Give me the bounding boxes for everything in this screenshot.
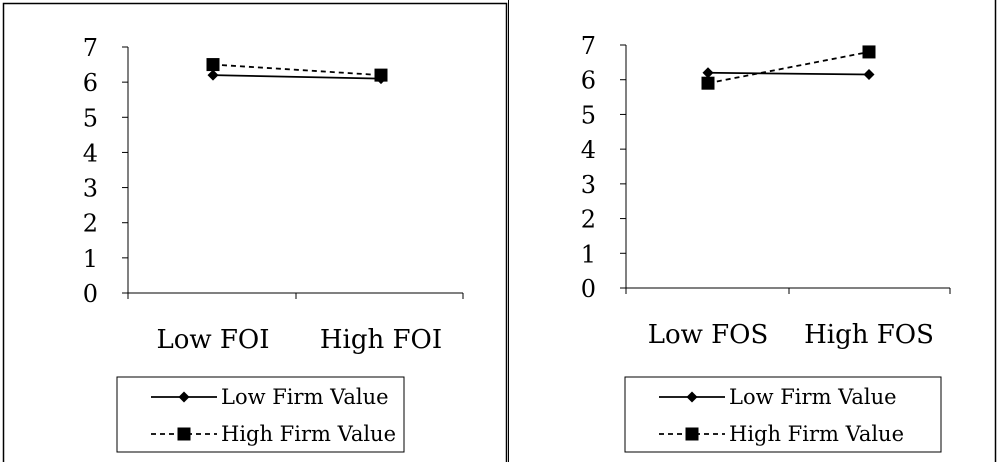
legend-marker	[686, 391, 698, 403]
x-tick-label: Low FOS	[648, 320, 769, 350]
chart-2: 0 1 2 3 4 5 6 7 Low FOS High FOS Low Firm Value Hig…	[581, 32, 951, 453]
y-tick-label: 0	[83, 280, 98, 308]
series-2	[701, 45, 876, 90]
legend-label: Low Firm Value	[221, 385, 389, 409]
chart-1: 0 1 2 3 4 5 6 7 Low FOI High FOI Low Firm Value Hig…	[83, 34, 464, 453]
legend-marker	[685, 427, 699, 441]
series-2	[206, 58, 388, 82]
legend-marker	[177, 427, 191, 441]
charts: 0 1 2 3 4 5 6 7 Low FOI High FOI Low Firm Value Hig…	[83, 32, 951, 453]
legend: Low Firm Value High Firm Value	[116, 376, 405, 453]
y-tick-label: 3	[83, 175, 98, 203]
legend: Low Firm Value High Firm Value	[624, 376, 942, 453]
x-tick-label: High FOI	[320, 325, 442, 355]
data-point	[701, 76, 715, 90]
series-1	[207, 69, 387, 85]
y-tick-label: 6	[83, 69, 98, 97]
data-point	[702, 67, 714, 79]
legend-label: High Firm Value	[221, 422, 396, 446]
x-tick-label: Low FOI	[156, 325, 269, 355]
legend-marker	[178, 391, 190, 403]
legend-label: High Firm Value	[729, 422, 904, 446]
y-tick-label: 5	[581, 101, 596, 129]
series-line	[707, 71, 870, 76]
y-tick-label: 7	[83, 34, 98, 62]
y-tick-label: 2	[83, 210, 98, 238]
data-point	[374, 68, 388, 82]
y-tick-label: 2	[581, 206, 596, 234]
panel-frame-left	[2, 2, 508, 462]
series-1	[702, 67, 875, 81]
x-tick-label: High FOS	[804, 320, 934, 350]
data-point	[862, 45, 876, 59]
data-point	[863, 69, 875, 81]
series-line	[212, 74, 382, 80]
y-tick-label: 4	[83, 139, 98, 167]
y-tick-label: 1	[83, 245, 98, 273]
legend-box	[624, 376, 942, 453]
legend-box	[116, 376, 405, 453]
y-tick-label: 7	[581, 32, 596, 60]
data-point	[207, 69, 219, 81]
y-tick-label: 0	[581, 275, 596, 303]
y-tick-label: 3	[581, 171, 596, 199]
y-tick-label: 5	[83, 104, 98, 132]
y-tick-label: 4	[581, 136, 596, 164]
y-tick-label: 6	[581, 67, 596, 95]
legend-label: Low Firm Value	[729, 385, 897, 409]
data-point	[206, 58, 220, 72]
y-tick-label: 1	[581, 240, 596, 268]
series-line	[212, 63, 382, 77]
series-line	[707, 51, 870, 85]
